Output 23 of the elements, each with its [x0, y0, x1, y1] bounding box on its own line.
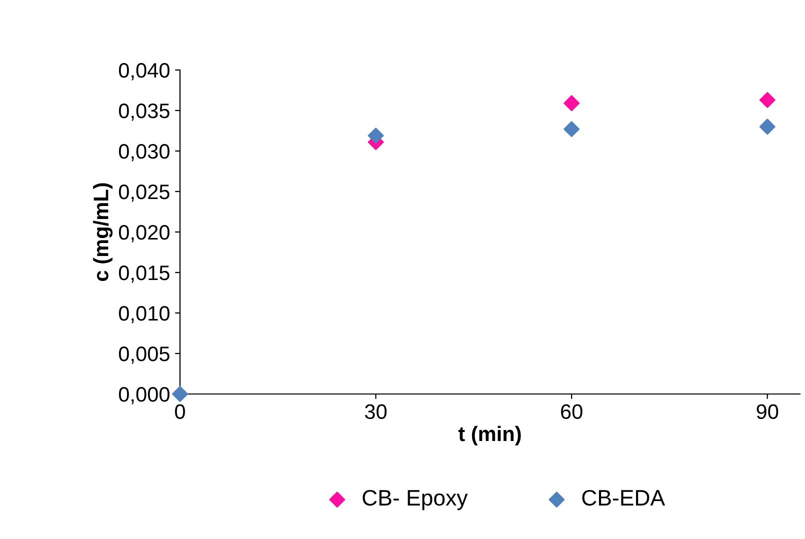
y-tick-label: 0,030 [118, 144, 170, 162]
point [368, 128, 384, 144]
legend-label: CB-EDA [582, 490, 666, 506]
y-tick-label: 0,015 [118, 266, 170, 283]
x-tick-label: 0 [175, 404, 185, 420]
x-tick-label: 60 [561, 404, 582, 420]
point [759, 92, 776, 108]
point [759, 118, 776, 135]
y-tick-label: 0,025 [118, 184, 170, 202]
legend-label: CB- Epoxy [362, 490, 468, 510]
x-axis-title: t (min) [458, 426, 521, 446]
y-tick-label: 0,000 [118, 387, 170, 404]
y-tick-label: 0,035 [118, 104, 170, 121]
point [172, 386, 188, 402]
y-tick-label: 0,040 [118, 63, 170, 80]
y-tick-label: 0,010 [118, 306, 170, 324]
point [564, 95, 580, 112]
x-tick-label: 90 [756, 404, 778, 420]
y-tick-label: 0,020 [118, 225, 170, 242]
y-axis-title: c (mg/mL) [93, 183, 113, 281]
point [564, 121, 580, 138]
x-tick-label: 30 [365, 404, 387, 420]
y-tick-label: 0,005 [118, 346, 170, 364]
